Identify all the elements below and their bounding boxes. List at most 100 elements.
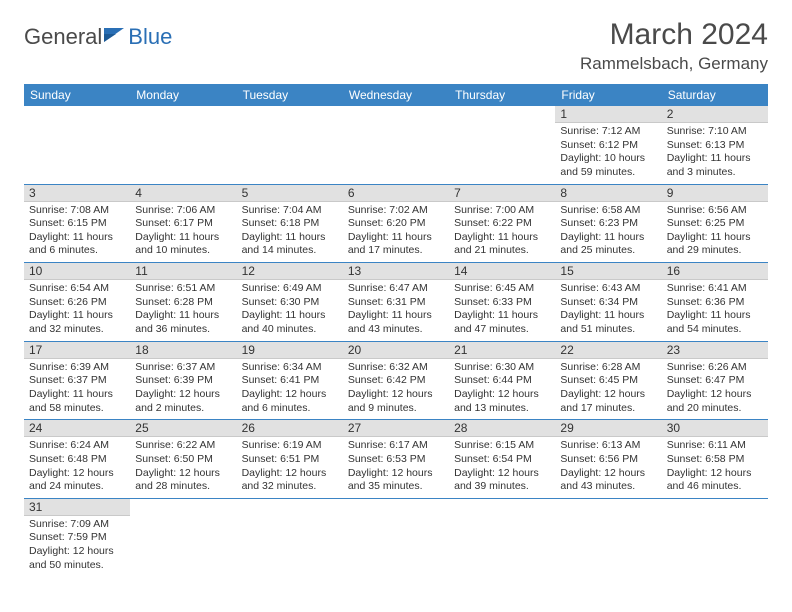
detail-line-sunrise: Sunrise: 7:09 AM — [29, 518, 125, 532]
detail-line-sunrise: Sunrise: 6:45 AM — [454, 282, 550, 296]
detail-line-daylight2: and 29 minutes. — [667, 244, 763, 258]
detail-line-sunrise: Sunrise: 6:49 AM — [242, 282, 338, 296]
calendar-cell: 14Sunrise: 6:45 AMSunset: 6:33 PMDayligh… — [449, 263, 555, 342]
detail-line-daylight2: and 25 minutes. — [560, 244, 656, 258]
detail-line-sunset: Sunset: 6:34 PM — [560, 296, 656, 310]
detail-line-daylight1: Daylight: 12 hours — [29, 545, 125, 559]
detail-line-sunset: Sunset: 6:17 PM — [135, 217, 231, 231]
detail-line-daylight1: Daylight: 12 hours — [667, 467, 763, 481]
detail-line-daylight2: and 46 minutes. — [667, 480, 763, 494]
day-details: Sunrise: 6:45 AMSunset: 6:33 PMDaylight:… — [449, 280, 555, 341]
detail-line-daylight2: and 2 minutes. — [135, 402, 231, 416]
day-details: Sunrise: 6:32 AMSunset: 6:42 PMDaylight:… — [343, 359, 449, 420]
detail-line-sunrise: Sunrise: 6:30 AM — [454, 361, 550, 375]
month-title: March 2024 — [580, 18, 768, 52]
weekday-header: Friday — [555, 84, 661, 106]
detail-line-daylight1: Daylight: 12 hours — [348, 388, 444, 402]
detail-line-daylight2: and 35 minutes. — [348, 480, 444, 494]
calendar-cell — [449, 106, 555, 184]
calendar-table: Sunday Monday Tuesday Wednesday Thursday… — [24, 84, 768, 576]
detail-line-sunset: Sunset: 6:48 PM — [29, 453, 125, 467]
calendar-cell: 19Sunrise: 6:34 AMSunset: 6:41 PMDayligh… — [237, 341, 343, 420]
detail-line-sunrise: Sunrise: 6:26 AM — [667, 361, 763, 375]
day-number: 19 — [237, 342, 343, 359]
detail-line-sunset: Sunset: 6:53 PM — [348, 453, 444, 467]
day-details: Sunrise: 6:26 AMSunset: 6:47 PMDaylight:… — [662, 359, 768, 420]
detail-line-sunrise: Sunrise: 6:56 AM — [667, 204, 763, 218]
calendar-body: 1Sunrise: 7:12 AMSunset: 6:12 PMDaylight… — [24, 106, 768, 576]
calendar-cell: 28Sunrise: 6:15 AMSunset: 6:54 PMDayligh… — [449, 420, 555, 499]
detail-line-daylight2: and 6 minutes. — [242, 402, 338, 416]
calendar-page: General Blue March 2024 Rammelsbach, Ger… — [0, 0, 792, 594]
calendar-cell: 21Sunrise: 6:30 AMSunset: 6:44 PMDayligh… — [449, 341, 555, 420]
calendar-cell: 9Sunrise: 6:56 AMSunset: 6:25 PMDaylight… — [662, 184, 768, 263]
detail-line-sunrise: Sunrise: 6:43 AM — [560, 282, 656, 296]
weekday-header: Monday — [130, 84, 236, 106]
day-number: 10 — [24, 263, 130, 280]
detail-line-sunrise: Sunrise: 7:12 AM — [560, 125, 656, 139]
detail-line-daylight1: Daylight: 11 hours — [667, 309, 763, 323]
day-details: Sunrise: 6:37 AMSunset: 6:39 PMDaylight:… — [130, 359, 236, 420]
calendar-cell — [662, 498, 768, 576]
calendar-cell: 13Sunrise: 6:47 AMSunset: 6:31 PMDayligh… — [343, 263, 449, 342]
detail-line-daylight1: Daylight: 11 hours — [29, 388, 125, 402]
day-number: 7 — [449, 185, 555, 202]
detail-line-sunrise: Sunrise: 6:22 AM — [135, 439, 231, 453]
detail-line-daylight1: Daylight: 11 hours — [454, 309, 550, 323]
calendar-cell: 5Sunrise: 7:04 AMSunset: 6:18 PMDaylight… — [237, 184, 343, 263]
calendar-cell: 26Sunrise: 6:19 AMSunset: 6:51 PMDayligh… — [237, 420, 343, 499]
detail-line-daylight2: and 32 minutes. — [29, 323, 125, 337]
detail-line-daylight2: and 28 minutes. — [135, 480, 231, 494]
detail-line-daylight2: and 50 minutes. — [29, 559, 125, 573]
day-details: Sunrise: 6:34 AMSunset: 6:41 PMDaylight:… — [237, 359, 343, 420]
weekday-header: Saturday — [662, 84, 768, 106]
day-details: Sunrise: 6:22 AMSunset: 6:50 PMDaylight:… — [130, 437, 236, 498]
detail-line-sunrise: Sunrise: 7:00 AM — [454, 204, 550, 218]
calendar-cell: 4Sunrise: 7:06 AMSunset: 6:17 PMDaylight… — [130, 184, 236, 263]
day-details: Sunrise: 6:15 AMSunset: 6:54 PMDaylight:… — [449, 437, 555, 498]
day-number: 30 — [662, 420, 768, 437]
detail-line-sunset: Sunset: 6:13 PM — [667, 139, 763, 153]
calendar-cell: 17Sunrise: 6:39 AMSunset: 6:37 PMDayligh… — [24, 341, 130, 420]
day-details: Sunrise: 6:49 AMSunset: 6:30 PMDaylight:… — [237, 280, 343, 341]
detail-line-daylight1: Daylight: 11 hours — [560, 231, 656, 245]
calendar-cell: 23Sunrise: 6:26 AMSunset: 6:47 PMDayligh… — [662, 341, 768, 420]
day-number: 4 — [130, 185, 236, 202]
calendar-cell: 1Sunrise: 7:12 AMSunset: 6:12 PMDaylight… — [555, 106, 661, 184]
day-details: Sunrise: 6:47 AMSunset: 6:31 PMDaylight:… — [343, 280, 449, 341]
day-details: Sunrise: 6:28 AMSunset: 6:45 PMDaylight:… — [555, 359, 661, 420]
detail-line-sunset: Sunset: 6:56 PM — [560, 453, 656, 467]
detail-line-daylight1: Daylight: 11 hours — [667, 152, 763, 166]
day-number: 18 — [130, 342, 236, 359]
detail-line-daylight2: and 9 minutes. — [348, 402, 444, 416]
detail-line-daylight1: Daylight: 11 hours — [667, 231, 763, 245]
day-number: 11 — [130, 263, 236, 280]
day-number: 8 — [555, 185, 661, 202]
day-number: 3 — [24, 185, 130, 202]
detail-line-daylight1: Daylight: 11 hours — [242, 231, 338, 245]
detail-line-sunset: Sunset: 6:30 PM — [242, 296, 338, 310]
detail-line-daylight1: Daylight: 12 hours — [29, 467, 125, 481]
day-number: 31 — [24, 499, 130, 516]
location: Rammelsbach, Germany — [580, 54, 768, 74]
detail-line-sunrise: Sunrise: 6:24 AM — [29, 439, 125, 453]
weekday-header: Tuesday — [237, 84, 343, 106]
day-number: 15 — [555, 263, 661, 280]
calendar-cell — [237, 106, 343, 184]
calendar-cell — [130, 498, 236, 576]
detail-line-sunrise: Sunrise: 6:41 AM — [667, 282, 763, 296]
day-details: Sunrise: 6:24 AMSunset: 6:48 PMDaylight:… — [24, 437, 130, 498]
calendar-cell: 10Sunrise: 6:54 AMSunset: 6:26 PMDayligh… — [24, 263, 130, 342]
day-number: 12 — [237, 263, 343, 280]
detail-line-sunrise: Sunrise: 6:17 AM — [348, 439, 444, 453]
calendar-cell: 8Sunrise: 6:58 AMSunset: 6:23 PMDaylight… — [555, 184, 661, 263]
detail-line-daylight2: and 13 minutes. — [454, 402, 550, 416]
day-number: 17 — [24, 342, 130, 359]
calendar-row: 24Sunrise: 6:24 AMSunset: 6:48 PMDayligh… — [24, 420, 768, 499]
logo-text-part2: Blue — [128, 24, 172, 50]
detail-line-daylight2: and 39 minutes. — [454, 480, 550, 494]
day-number: 28 — [449, 420, 555, 437]
detail-line-sunset: Sunset: 6:33 PM — [454, 296, 550, 310]
calendar-cell: 29Sunrise: 6:13 AMSunset: 6:56 PMDayligh… — [555, 420, 661, 499]
day-details: Sunrise: 6:56 AMSunset: 6:25 PMDaylight:… — [662, 202, 768, 263]
